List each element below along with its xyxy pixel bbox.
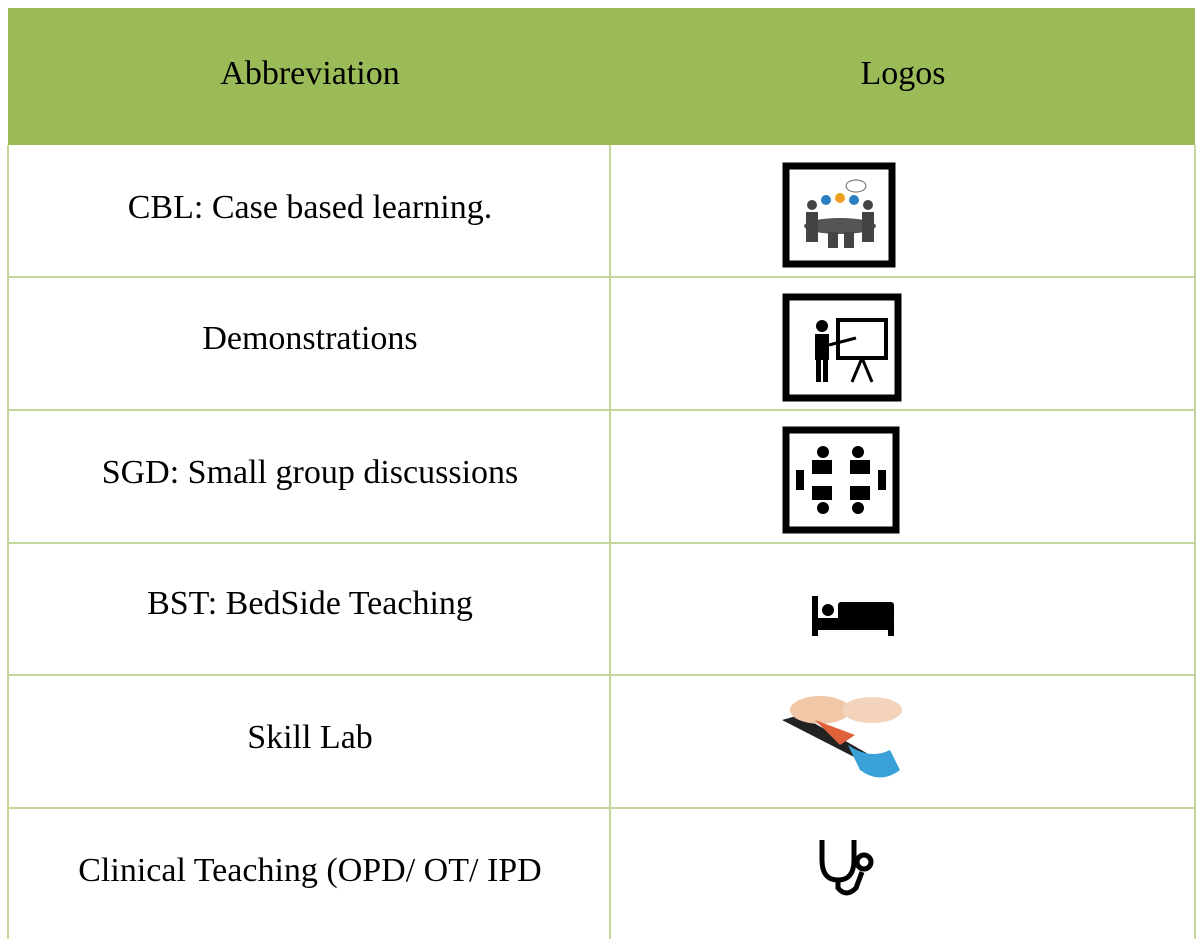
cell: BST: BedSide Teaching (147, 585, 473, 622)
cell: SGD: Small group discussions (102, 454, 519, 491)
header-band (8, 8, 1195, 145)
cell: Clinical Teaching (OPD/ OT/ IPD (78, 852, 541, 889)
cell: Demonstrations (202, 320, 417, 357)
header-cell: Logos (861, 55, 946, 92)
cell: Skill Lab (247, 719, 373, 756)
sgd-icon (782, 426, 900, 534)
demonstration-icon (782, 293, 902, 402)
cbl-icon (782, 162, 896, 268)
header-cell: Abbreviation (220, 55, 399, 92)
skill-lab-image (782, 696, 902, 778)
bed-icon (812, 596, 894, 636)
cell: CBL: Case based learning. (128, 189, 492, 226)
stethoscope-icon (819, 840, 874, 896)
table-grid (7, 145, 1196, 939)
